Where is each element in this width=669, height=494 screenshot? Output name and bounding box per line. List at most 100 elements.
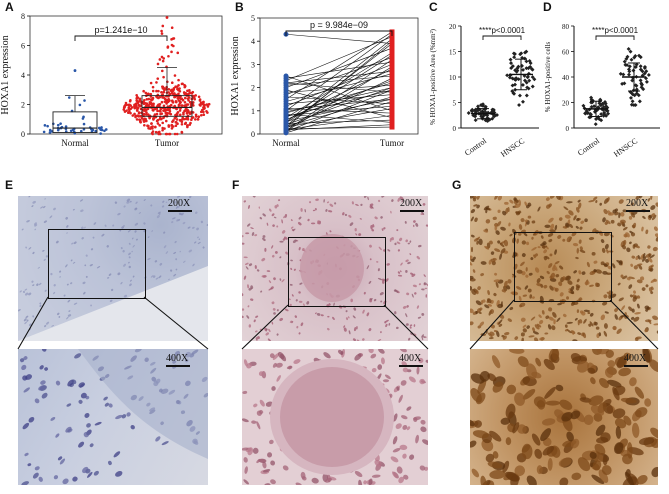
magnification-label: 200X	[626, 198, 649, 209]
data-point	[601, 105, 606, 109]
data-point	[174, 100, 178, 104]
data-point	[525, 75, 530, 80]
normal-point	[283, 109, 289, 115]
data-point	[520, 82, 525, 87]
data-point	[67, 96, 71, 99]
data-point	[164, 132, 168, 136]
data-point	[165, 99, 168, 103]
data-point	[147, 104, 150, 107]
data-point	[134, 115, 137, 119]
data-point	[149, 98, 153, 101]
data-point	[183, 122, 187, 126]
data-point	[124, 101, 128, 105]
data-point	[513, 68, 518, 73]
data-point	[199, 101, 203, 104]
data-point	[192, 94, 196, 98]
data-point	[46, 124, 49, 128]
plot-frame	[259, 17, 419, 135]
data-point	[136, 114, 139, 118]
micrograph-e-400x: 400X	[18, 349, 208, 485]
tissue-texture	[470, 349, 658, 485]
data-point	[169, 112, 173, 116]
paired-line	[285, 115, 393, 130]
x-tick-label: Tumor	[155, 138, 179, 148]
y-tick-label: 3	[251, 60, 255, 69]
data-point	[151, 127, 154, 130]
data-point	[515, 68, 520, 73]
paired-line	[285, 31, 393, 100]
data-point	[144, 104, 148, 108]
data-point	[172, 44, 175, 48]
data-point	[188, 111, 191, 114]
tumor-point	[389, 38, 395, 44]
paired-line	[285, 119, 393, 124]
data-point	[155, 89, 158, 93]
data-point	[142, 89, 145, 93]
data-point	[479, 103, 483, 108]
data-point	[103, 129, 106, 133]
normal-point	[283, 73, 289, 79]
data-point	[186, 124, 189, 127]
x-tick-label: HNSCC	[499, 136, 526, 159]
panel-label-f: F	[232, 178, 240, 192]
data-point	[140, 116, 144, 120]
y-tick-label: 80	[562, 23, 570, 31]
data-point	[180, 104, 183, 107]
data-point	[161, 24, 165, 28]
data-point	[183, 100, 187, 104]
paired-line	[285, 101, 393, 134]
data-point	[142, 100, 145, 104]
data-point	[162, 75, 165, 79]
paired-line	[285, 66, 393, 132]
data-point	[173, 74, 177, 77]
data-point	[172, 88, 176, 91]
data-point	[151, 96, 155, 100]
data-point	[147, 97, 151, 101]
scale-bar	[626, 210, 650, 212]
data-point	[162, 109, 165, 112]
data-point	[194, 115, 198, 118]
magnification-label: 200X	[168, 198, 191, 209]
data-point	[135, 93, 138, 97]
data-point	[186, 116, 190, 120]
paired-line	[285, 89, 393, 119]
data-point	[153, 107, 157, 111]
data-point	[191, 116, 195, 119]
data-point	[48, 131, 52, 134]
y-tick-label: 4	[21, 71, 25, 80]
data-point	[199, 110, 203, 114]
data-point	[142, 118, 145, 122]
data-point	[160, 32, 164, 35]
data-point	[147, 124, 150, 128]
data-point	[163, 87, 166, 90]
y-tick-label: 60	[562, 49, 570, 57]
data-point	[479, 109, 484, 114]
data-point	[627, 64, 632, 69]
data-point	[646, 72, 651, 77]
panel-label-d: D	[543, 0, 552, 14]
data-point	[133, 112, 136, 116]
data-point	[602, 110, 607, 115]
tumor-point	[389, 78, 395, 84]
data-point	[123, 110, 127, 113]
data-point	[170, 81, 174, 85]
data-point	[94, 129, 98, 133]
data-point	[176, 97, 180, 100]
data-point	[174, 124, 178, 127]
paired-line	[285, 87, 393, 126]
data-point	[64, 125, 68, 128]
data-point	[162, 57, 166, 60]
x-tick-label: Control	[463, 136, 489, 158]
data-point	[142, 109, 145, 112]
scale-bar	[166, 365, 190, 367]
data-point	[177, 78, 180, 82]
data-point	[627, 72, 631, 77]
data-point	[144, 91, 148, 95]
data-point	[178, 89, 182, 93]
data-point	[190, 118, 193, 122]
data-point	[99, 132, 102, 135]
tumor-point	[389, 45, 395, 51]
y-tick-label: 8	[21, 12, 25, 21]
data-point	[178, 87, 181, 90]
micrograph-f-200x: 200X	[242, 196, 428, 341]
